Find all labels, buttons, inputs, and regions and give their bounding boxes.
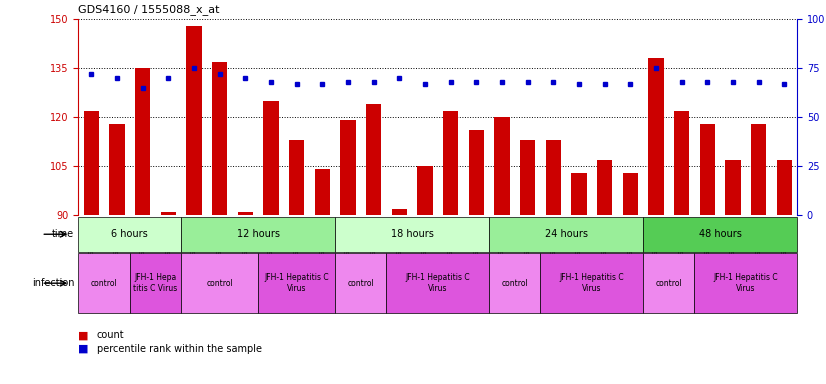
Bar — [392, 209, 407, 215]
Bar — [751, 124, 767, 215]
Bar — [776, 160, 792, 215]
Bar — [263, 101, 278, 215]
Text: control: control — [655, 279, 682, 288]
Bar — [135, 68, 150, 215]
Bar — [725, 160, 741, 215]
Text: 12 hours: 12 hours — [236, 229, 280, 239]
Text: GDS4160 / 1555088_x_at: GDS4160 / 1555088_x_at — [78, 5, 220, 15]
Bar — [212, 62, 227, 215]
Text: control: control — [501, 279, 528, 288]
Bar — [572, 173, 586, 215]
Text: 18 hours: 18 hours — [391, 229, 434, 239]
Text: 24 hours: 24 hours — [544, 229, 587, 239]
Text: time: time — [52, 229, 74, 239]
Text: count: count — [97, 330, 124, 340]
Bar — [109, 124, 125, 215]
Bar — [545, 140, 561, 215]
Text: control: control — [206, 279, 233, 288]
Bar — [623, 173, 638, 215]
Text: JFH-1 Hepatitis C
Virus: JFH-1 Hepatitis C Virus — [406, 273, 470, 293]
Text: JFH-1 Hepatitis C
Virus: JFH-1 Hepatitis C Virus — [559, 273, 624, 293]
Bar — [674, 111, 689, 215]
Bar — [494, 117, 510, 215]
Text: ■: ■ — [78, 344, 89, 354]
Bar — [160, 212, 176, 215]
Bar — [648, 58, 663, 215]
Bar — [315, 169, 330, 215]
Text: JFH-1 Hepatitis C
Virus: JFH-1 Hepatitis C Virus — [264, 273, 329, 293]
Bar — [700, 124, 715, 215]
Text: 6 hours: 6 hours — [112, 229, 148, 239]
Bar — [520, 140, 535, 215]
Text: percentile rank within the sample: percentile rank within the sample — [97, 344, 262, 354]
Bar — [366, 104, 382, 215]
Bar — [443, 111, 458, 215]
Text: 48 hours: 48 hours — [699, 229, 742, 239]
Text: control: control — [91, 279, 117, 288]
Text: JFH-1 Hepa
titis C Virus: JFH-1 Hepa titis C Virus — [133, 273, 178, 293]
Bar — [340, 121, 356, 215]
Bar — [186, 26, 202, 215]
Text: ■: ■ — [78, 330, 89, 340]
Text: control: control — [348, 279, 374, 288]
Bar — [238, 212, 253, 215]
Bar — [83, 111, 99, 215]
Bar — [417, 166, 433, 215]
Text: JFH-1 Hepatitis C
Virus: JFH-1 Hepatitis C Virus — [714, 273, 778, 293]
Bar — [289, 140, 304, 215]
Bar — [468, 130, 484, 215]
Bar — [597, 160, 612, 215]
Text: infection: infection — [32, 278, 74, 288]
